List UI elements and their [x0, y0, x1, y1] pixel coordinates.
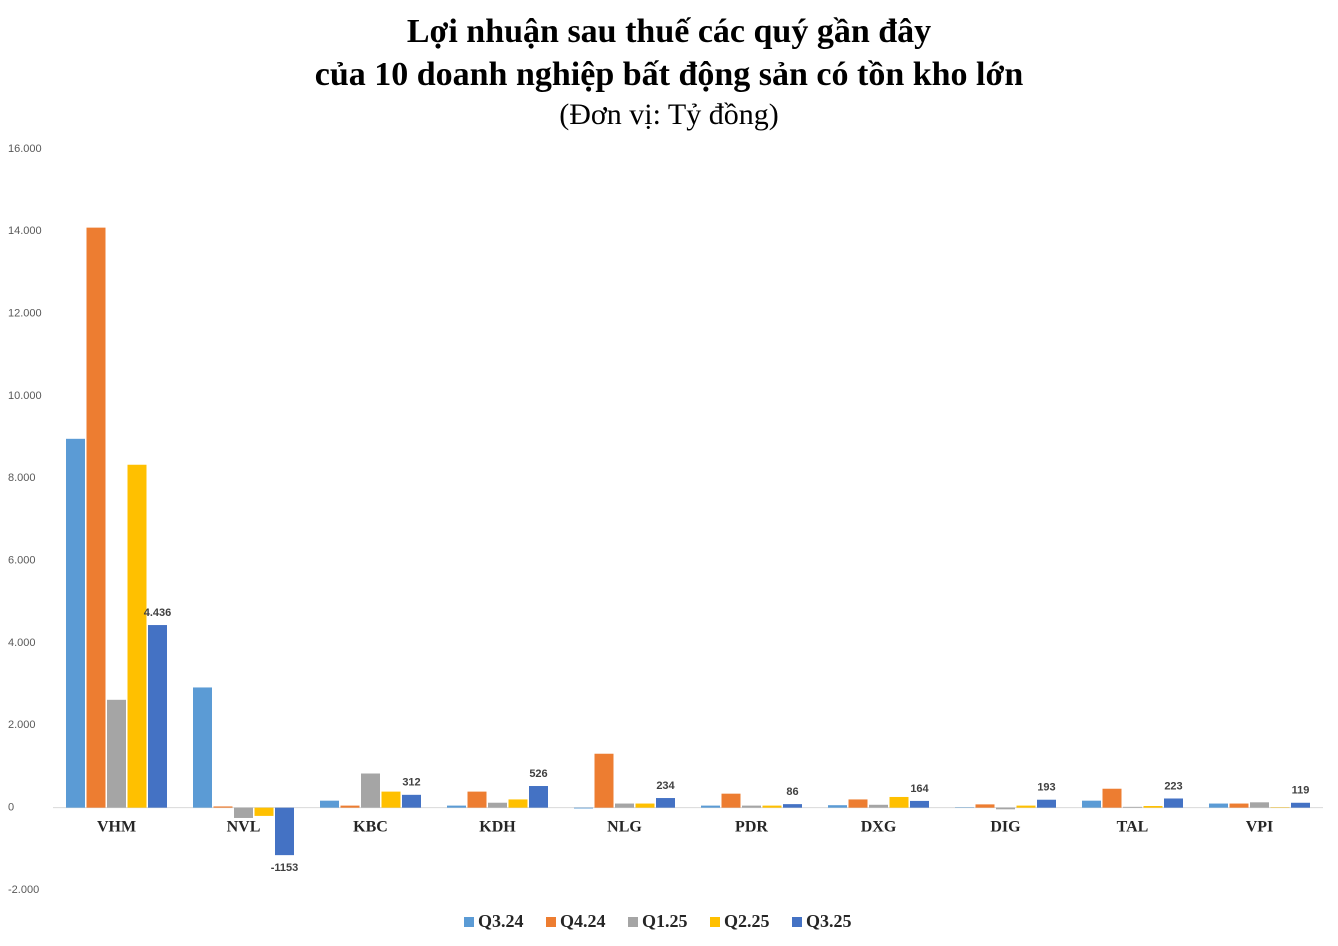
bar: [381, 791, 401, 808]
bar: [1250, 802, 1269, 808]
bar: [869, 804, 888, 808]
bar: [127, 464, 147, 808]
y-tick-label: 12.000: [8, 308, 42, 320]
bar: [1016, 805, 1036, 808]
bar: [508, 799, 528, 808]
legend-label: Q3.24: [478, 911, 524, 931]
bar: [848, 799, 868, 808]
bar: [467, 791, 487, 808]
y-tick-label: 4.000: [8, 637, 36, 649]
chart-subtitle: (Đơn vị: Tỷ đồng): [559, 98, 778, 131]
bar: [975, 804, 995, 808]
bar: [320, 800, 339, 808]
bar: [1291, 802, 1310, 808]
data-label: 312: [402, 777, 420, 789]
legend-swatch: [546, 917, 556, 927]
x-tick-label: NVL: [227, 819, 261, 836]
bar: [635, 803, 655, 808]
x-tick-label: KDH: [479, 819, 516, 836]
bar: [488, 802, 507, 808]
bar: [213, 806, 233, 808]
y-tick-label: 16.000: [8, 143, 42, 155]
bar: [1164, 798, 1183, 808]
bar: [783, 804, 802, 808]
bar: [996, 807, 1015, 810]
y-tick-label: 14.000: [8, 225, 42, 237]
bar: [447, 805, 466, 808]
bar: [1102, 788, 1122, 808]
legend-label: Q4.24: [560, 911, 606, 931]
legend-swatch: [464, 917, 474, 927]
bar: [86, 227, 106, 808]
bar: [254, 807, 274, 816]
bar: [656, 798, 675, 808]
x-tick-label: DIG: [990, 819, 1021, 836]
x-tick-label: DXG: [861, 819, 897, 836]
legend-swatch: [792, 917, 802, 927]
data-label: -1153: [271, 862, 299, 874]
x-tick-label: NLG: [607, 819, 642, 836]
y-tick-label: 6.000: [8, 555, 36, 567]
x-tick-label: PDR: [735, 819, 768, 836]
bar: [1123, 806, 1142, 808]
y-tick-label: 10.000: [8, 390, 42, 402]
bar: [889, 796, 909, 808]
bar: [762, 805, 782, 808]
bar: [828, 805, 847, 808]
x-tick-label: VHM: [97, 819, 136, 836]
bar: [594, 753, 614, 808]
data-label: 119: [1292, 785, 1310, 797]
bar: [275, 807, 294, 856]
legend-label: Q2.25: [724, 911, 770, 931]
data-label: 86: [786, 786, 798, 798]
legend-label: Q1.25: [642, 911, 688, 931]
legend-swatch: [710, 917, 720, 927]
y-tick-label: 8.000: [8, 472, 36, 484]
bar: [361, 773, 380, 808]
bar: [1143, 806, 1163, 808]
data-label: 193: [1037, 782, 1055, 794]
chart-title: Lợi nhuận sau thuế các quý gần đây: [407, 13, 931, 50]
data-label: 4.436: [144, 607, 172, 619]
y-tick-label: 2.000: [8, 719, 36, 731]
bar: [742, 805, 761, 808]
y-tick-label: -2.000: [8, 884, 39, 896]
bar: [193, 687, 212, 808]
bar: [148, 625, 167, 808]
x-tick-label: VPI: [1246, 819, 1274, 836]
bar: [910, 800, 929, 808]
bar: [1229, 803, 1249, 808]
bar: [340, 805, 360, 808]
bar: [529, 786, 548, 808]
x-tick-label: TAL: [1117, 819, 1149, 836]
bar: [1082, 800, 1101, 808]
legend-swatch: [628, 917, 638, 927]
bar: [66, 438, 85, 808]
bar: [107, 699, 126, 808]
bar: [721, 793, 741, 808]
bar: [615, 803, 634, 808]
x-tick-label: KBC: [353, 819, 388, 836]
legend-label: Q3.25: [806, 911, 852, 931]
bar: [1209, 803, 1228, 808]
bar: [402, 794, 421, 808]
bar: [701, 805, 720, 808]
bar: [574, 807, 593, 809]
data-label: 164: [910, 783, 929, 795]
bar: [234, 807, 253, 818]
data-label: 223: [1164, 780, 1182, 792]
data-label: 234: [656, 780, 675, 792]
chart-title: của 10 doanh nghiệp bất động sản có tồn …: [315, 56, 1024, 93]
data-label: 526: [529, 768, 547, 780]
bar: [1037, 799, 1056, 808]
y-tick-label: 0: [8, 802, 14, 814]
